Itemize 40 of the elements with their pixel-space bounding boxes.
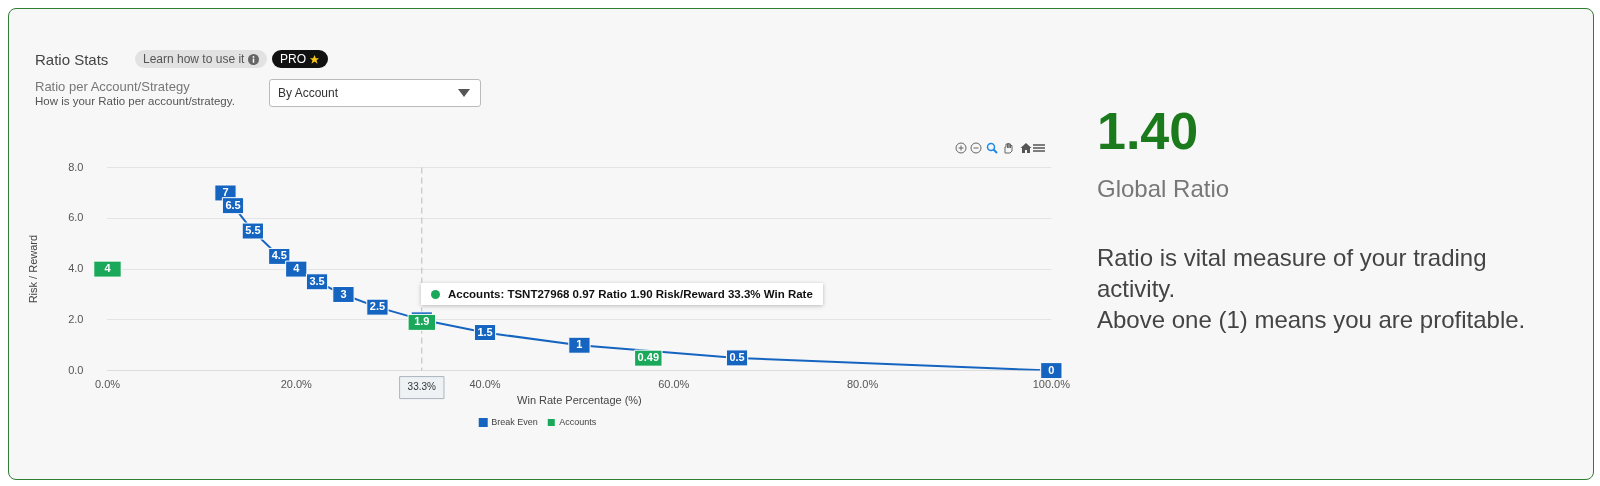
y-tick-label: 4.0 (68, 262, 84, 275)
x-axis-title: Win Rate Percentage (%) (517, 394, 642, 407)
ref-line-label: 33.3% (407, 381, 437, 393)
y-tick-label: 8.0 (68, 160, 84, 173)
text: How is your Ratio per account/strategy. (35, 95, 235, 107)
legend-label: Accounts (559, 416, 597, 427)
x-tick-label: 80.0% (846, 378, 879, 391)
data-label: 1.5 (477, 325, 493, 338)
y-axis-title: Risk / Reward (26, 234, 39, 304)
data-label: 3.5 (309, 274, 325, 287)
data-label: 4.5 (271, 249, 287, 262)
x-tick-label: 0.0% (94, 378, 121, 391)
text: Global Ratio (1097, 175, 1230, 203)
text: Ratio per Account/Strategy (35, 79, 190, 94)
annotation: Accounts: TSNT27968 0.97 Ratio 1.90 Risk/Reward 33.3% Win Rate (448, 288, 813, 300)
x-tick-label: 60.0% (658, 378, 690, 391)
text: By Account (278, 86, 339, 100)
tooltip-box: Accounts: TSNT27968 0.97 Ratio 1.90 Risk/Reward 33.3% Win Rate (421, 283, 823, 305)
data-label: 0 (1048, 363, 1055, 376)
data-label: 0.5 (729, 350, 745, 363)
text: 1.40 (1097, 101, 1199, 161)
y-tick-label: 2.0 (68, 312, 84, 325)
x-tick-label: 20.0% (280, 378, 313, 391)
data-label: 3 (340, 287, 347, 300)
y-tick-label: 6.0 (68, 211, 84, 224)
text: PRO (280, 52, 307, 66)
chart-title: Ratio Stats (35, 51, 109, 68)
data-label: 7 (222, 186, 229, 199)
data-label: 6.5 (225, 198, 241, 211)
data-label: 2.5 (369, 300, 386, 313)
text: Learn how to use it (143, 52, 245, 66)
x-tick-label: 100.0% (1032, 378, 1071, 391)
text: Ratio is vital measure of your trading activity. (1097, 243, 1488, 304)
x-tick-label: 40.0% (469, 378, 501, 391)
legend-label: Break Even (491, 416, 538, 427)
text: Above one (1) means you are profitable. (1097, 305, 1527, 335)
data-label: 1 (576, 338, 583, 351)
data-label: 4 (293, 262, 301, 275)
data-label: 5.5 (245, 224, 261, 237)
y-tick-label: 0.0 (68, 363, 84, 376)
